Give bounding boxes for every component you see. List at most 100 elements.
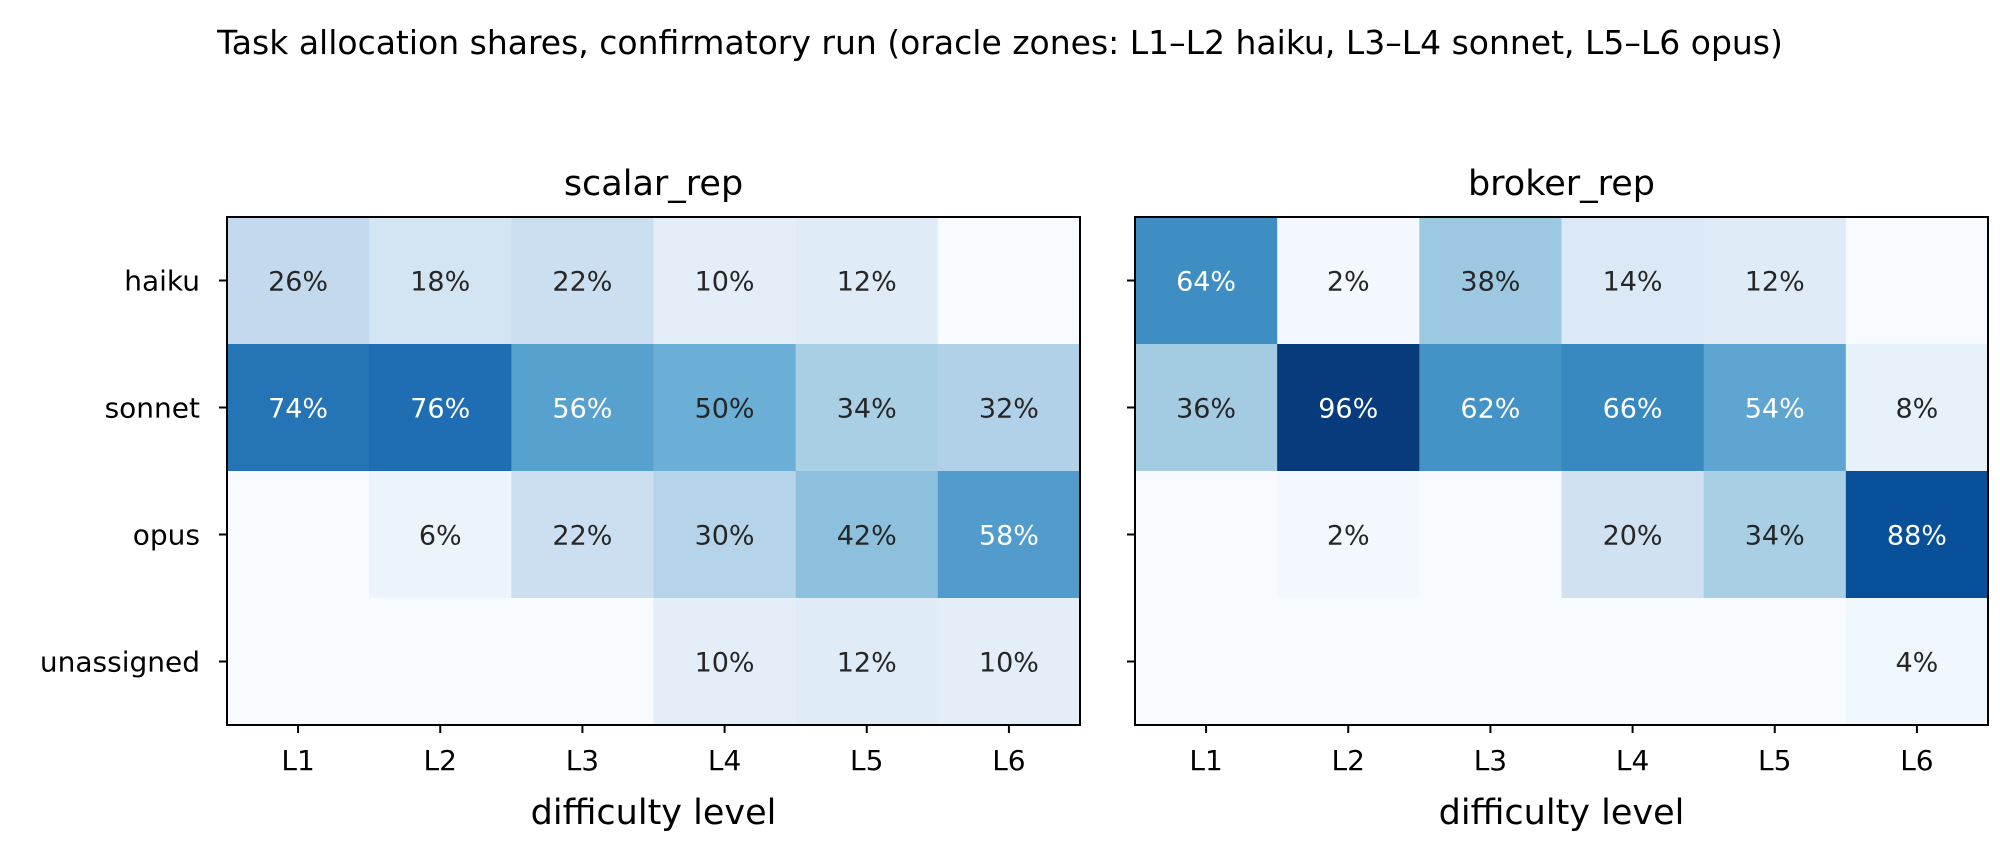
heatmap-cell (1419, 471, 1562, 599)
cell-value-label: 32% (979, 394, 1039, 425)
heatmap-cell (1419, 217, 1562, 345)
cell-value-label: 18% (410, 267, 470, 298)
heatmap-cell (653, 217, 797, 345)
heatmap-cell (227, 598, 370, 726)
cell-value-label: 6% (419, 521, 462, 552)
y-tick-label: sonnet (105, 392, 200, 425)
cell-value-label: 42% (837, 521, 897, 552)
cell-value-label: 66% (1603, 394, 1663, 425)
x-tick-label: L4 (708, 744, 741, 777)
cell-value-label: 10% (695, 648, 755, 679)
heatmap-cell (511, 217, 654, 345)
heatmap-cell (795, 344, 939, 472)
figure-title: Task allocation shares, confirmatory run… (216, 23, 1783, 62)
heatmap-cell (227, 471, 370, 599)
cell-value-label: 14% (1603, 267, 1663, 298)
cell-value-label: 8% (1895, 394, 1938, 425)
heatmap-cell (1277, 344, 1420, 472)
heatmap-cell (1419, 344, 1562, 472)
panel-title: broker_rep (1468, 164, 1655, 204)
cell-value-label: 12% (837, 267, 897, 298)
cell-value-label: 10% (979, 648, 1039, 679)
x-tick-label: L4 (1616, 744, 1649, 777)
cell-value-label: 34% (1745, 521, 1805, 552)
y-tick-label: unassigned (40, 646, 200, 679)
x-tick-label: L3 (1474, 744, 1507, 777)
heatmap-cell (1561, 598, 1705, 726)
plot-frame (1134, 216, 1989, 726)
heatmap-cell (795, 598, 939, 726)
heatmap-cell (369, 471, 512, 599)
x-tick-label: L6 (1900, 744, 1933, 777)
x-axis-label: difficulty level (531, 793, 777, 833)
heatmap-cell (1277, 217, 1420, 345)
x-tick-label: L2 (1332, 744, 1365, 777)
cell-value-label: 64% (1176, 267, 1236, 298)
cell-value-label: 22% (552, 521, 612, 552)
heatmap-cell (1845, 471, 1989, 599)
heatmap-cell (1277, 598, 1420, 726)
x-tick-label: L5 (850, 744, 883, 777)
heatmap-cell (1845, 217, 1989, 345)
cell-value-label: 50% (695, 394, 755, 425)
heatmap-cell (511, 471, 654, 599)
heatmap-cell (1845, 598, 1989, 726)
cell-value-label: 10% (695, 267, 755, 298)
heatmap-cell (227, 217, 370, 345)
heatmap-cell (1703, 344, 1847, 472)
heatmap-cell (937, 344, 1081, 472)
y-tick-label: opus (133, 519, 200, 552)
heatmap-cell (1845, 344, 1989, 472)
cell-value-label: 62% (1460, 394, 1520, 425)
heatmap-cell (1703, 471, 1847, 599)
cell-value-label: 12% (1745, 267, 1805, 298)
heatmap-panels: 26% 18% 22% 10% 12% 74% 76% 56% 50% 34% 32% 6% 22% 30… (40, 164, 1989, 833)
heatmap-cell (937, 471, 1081, 599)
cell-value-label: 54% (1745, 394, 1805, 425)
heatmap-cell (795, 217, 939, 345)
heatmap-cell (795, 471, 939, 599)
cell-value-label: 4% (1895, 648, 1938, 679)
y-tick-label: haiku (124, 265, 200, 298)
cell-value-label: 26% (268, 267, 328, 298)
heatmap-cell (511, 344, 654, 472)
cell-value-label: 74% (268, 394, 328, 425)
heatmap-cell (1135, 344, 1278, 472)
x-tick-label: L2 (424, 744, 457, 777)
cell-value-label: 30% (695, 521, 755, 552)
x-tick-label: L3 (566, 744, 599, 777)
cell-value-label: 22% (552, 267, 612, 298)
x-tick-label: L5 (1758, 744, 1791, 777)
heatmap-cell (1703, 217, 1847, 345)
heatmap-cell (511, 598, 654, 726)
heatmap-cell (1135, 471, 1278, 599)
cell-value-label: 58% (979, 521, 1039, 552)
heatmap-cell (1135, 217, 1278, 345)
heatmap-cell (653, 598, 797, 726)
heatmap-cell (1419, 598, 1562, 726)
cell-value-label: 38% (1460, 267, 1520, 298)
cell-value-label: 12% (837, 648, 897, 679)
heatmap-cell (937, 217, 1081, 345)
heatmap-cell (1703, 598, 1847, 726)
heatmap-panel-broker-rep: 64% 2% 38% 14% 12% 36% 96% 62% 66% 54% 8% 2% 20% 34% 8… (1127, 164, 1989, 833)
x-axis-label: difficulty level (1439, 793, 1685, 833)
heatmap-cell (1561, 471, 1705, 599)
cell-value-label: 2% (1327, 267, 1370, 298)
cell-value-label: 76% (410, 394, 470, 425)
heatmap-cell (227, 344, 370, 472)
heatmap-cell (937, 598, 1081, 726)
heatmap-panel-scalar-rep: 26% 18% 22% 10% 12% 74% 76% 56% 50% 34% 32% 6% 22% 30… (40, 164, 1081, 833)
heatmap-cell (653, 344, 797, 472)
heatmap-cell (1277, 471, 1420, 599)
plot-frame (226, 216, 1081, 726)
cell-value-label: 56% (552, 394, 612, 425)
heatmap-cell (653, 471, 797, 599)
cell-value-label: 36% (1176, 394, 1236, 425)
heatmap-cell (369, 598, 512, 726)
cell-value-label: 34% (837, 394, 897, 425)
cell-value-label: 96% (1318, 394, 1378, 425)
x-tick-label: L1 (281, 744, 314, 777)
cell-value-label: 20% (1603, 521, 1663, 552)
